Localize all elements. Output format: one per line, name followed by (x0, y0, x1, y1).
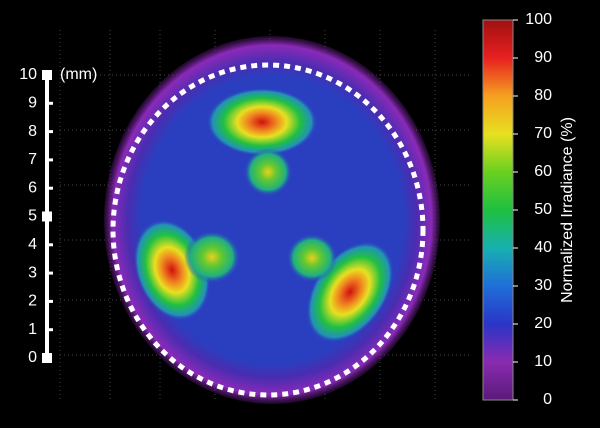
colorbar-label: Normalized Irradiance (%) (559, 117, 576, 303)
scale-tick-label: 2 (28, 293, 37, 310)
hot-spots (133, 88, 394, 343)
scale-tick-label: 0 (28, 349, 37, 366)
scale-tick-label: 4 (28, 236, 37, 253)
colorbar-tick-label: 30 (534, 277, 552, 294)
scale-tick (42, 211, 52, 222)
scale-tick-label: 5 (28, 208, 37, 225)
colorbar-tick-label: 90 (534, 49, 552, 66)
scale-tick (42, 70, 52, 80)
colorbar-tick-label: 70 (534, 125, 552, 142)
colorbar-tick-label: 40 (534, 239, 552, 256)
scale-tick (42, 353, 52, 363)
scale-tick-label: 8 (28, 123, 37, 140)
scale-tick-label: 7 (28, 151, 37, 168)
colorbar (482, 19, 514, 401)
scale-unit: (mm) (60, 66, 97, 83)
scale-tick-label: 9 (28, 95, 37, 112)
scale-tick-label: 10 (19, 66, 37, 83)
colorbar-tick-label: 0 (543, 391, 552, 408)
colorbar-tick-label: 80 (534, 87, 552, 104)
colorbar-tick-label: 100 (525, 11, 552, 28)
colorbar-tick-label: 60 (534, 163, 552, 180)
aperture-outline (110, 62, 426, 398)
colorbar-tick-label: 20 (534, 315, 552, 332)
colorbar-tick-label: 50 (534, 201, 552, 218)
scale-tick-label: 3 (28, 264, 37, 281)
colorbar-tick-label: 10 (534, 353, 552, 370)
scale-tick-label: 1 (28, 321, 37, 338)
scale-tick-label: 6 (28, 179, 37, 196)
